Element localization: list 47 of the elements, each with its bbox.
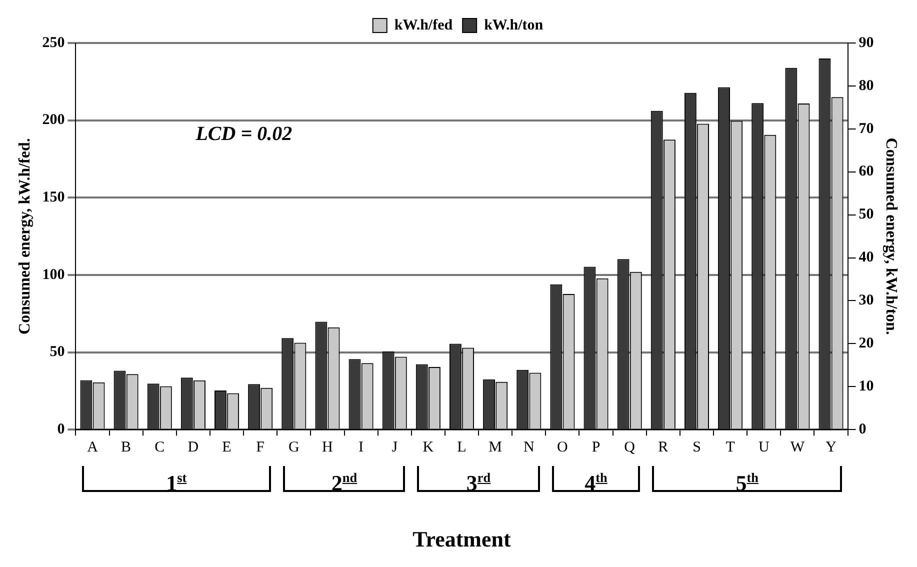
x-tick-label: W bbox=[790, 440, 806, 456]
x-tick-label: P bbox=[592, 440, 600, 456]
x-tick-label: G bbox=[288, 440, 300, 456]
y2-tick-label: 60 bbox=[858, 164, 874, 180]
x-tick-label: E bbox=[222, 440, 232, 456]
bracket: 4$^{th}$ bbox=[552, 466, 640, 492]
legend-label: kW.h/ton bbox=[484, 17, 544, 34]
y2-axis-title: Consumed energy, kW.h/ton. bbox=[882, 138, 900, 335]
x-tick-label: I bbox=[358, 440, 364, 456]
legend-label: kW.h/fed bbox=[394, 17, 454, 34]
x-axis-title: Treatment bbox=[412, 526, 512, 552]
y2-tick-label: 70 bbox=[858, 120, 874, 137]
annotation: LCD = 0.02 bbox=[196, 123, 292, 146]
y2-tick-label: 80 bbox=[858, 78, 874, 94]
x-tick-label: S bbox=[692, 440, 701, 456]
x-tick-label: Q bbox=[624, 440, 636, 456]
y-tick-label: 0 bbox=[57, 421, 65, 438]
y-tick-label: 150 bbox=[42, 190, 65, 206]
y-axis-title: Consumed energy, kW.h/fed. bbox=[16, 138, 34, 334]
y-tick-label: 50 bbox=[50, 344, 65, 360]
y2-tick-label: 40 bbox=[858, 250, 874, 266]
x-tick-label: J bbox=[392, 440, 398, 456]
x-tick-label: O bbox=[557, 440, 568, 456]
y2-tick-label: 90 bbox=[858, 34, 874, 51]
x-tick-label: D bbox=[188, 440, 199, 456]
x-tick-label: B bbox=[121, 440, 132, 456]
bracket: 5$^{th}$ bbox=[652, 466, 842, 492]
x-tick-label: L bbox=[457, 440, 466, 456]
y2-tick-label: 50 bbox=[858, 206, 874, 223]
x-tick-label: T bbox=[726, 440, 735, 456]
y2-tick-label: 10 bbox=[858, 378, 874, 395]
y2-tick-label: 20 bbox=[858, 336, 874, 352]
x-tick-label: A bbox=[87, 440, 98, 456]
x-tick-label: C bbox=[154, 440, 165, 456]
y-tick-label: 200 bbox=[42, 112, 65, 128]
y-tick-label: 100 bbox=[42, 266, 65, 283]
x-tick-label: U bbox=[758, 440, 770, 456]
y2-tick-label: 30 bbox=[858, 292, 874, 309]
y-tick-label: 250 bbox=[42, 34, 65, 51]
x-tick-label: Y bbox=[826, 440, 837, 456]
x-tick-label: R bbox=[658, 440, 668, 456]
x-tick-label: K bbox=[422, 440, 434, 456]
x-tick-label: F bbox=[256, 440, 265, 456]
x-tick-label: M bbox=[488, 440, 502, 456]
x-tick-label: H bbox=[322, 440, 334, 456]
x-tick-label: N bbox=[523, 440, 534, 456]
y2-tick-label: 0 bbox=[858, 421, 866, 438]
